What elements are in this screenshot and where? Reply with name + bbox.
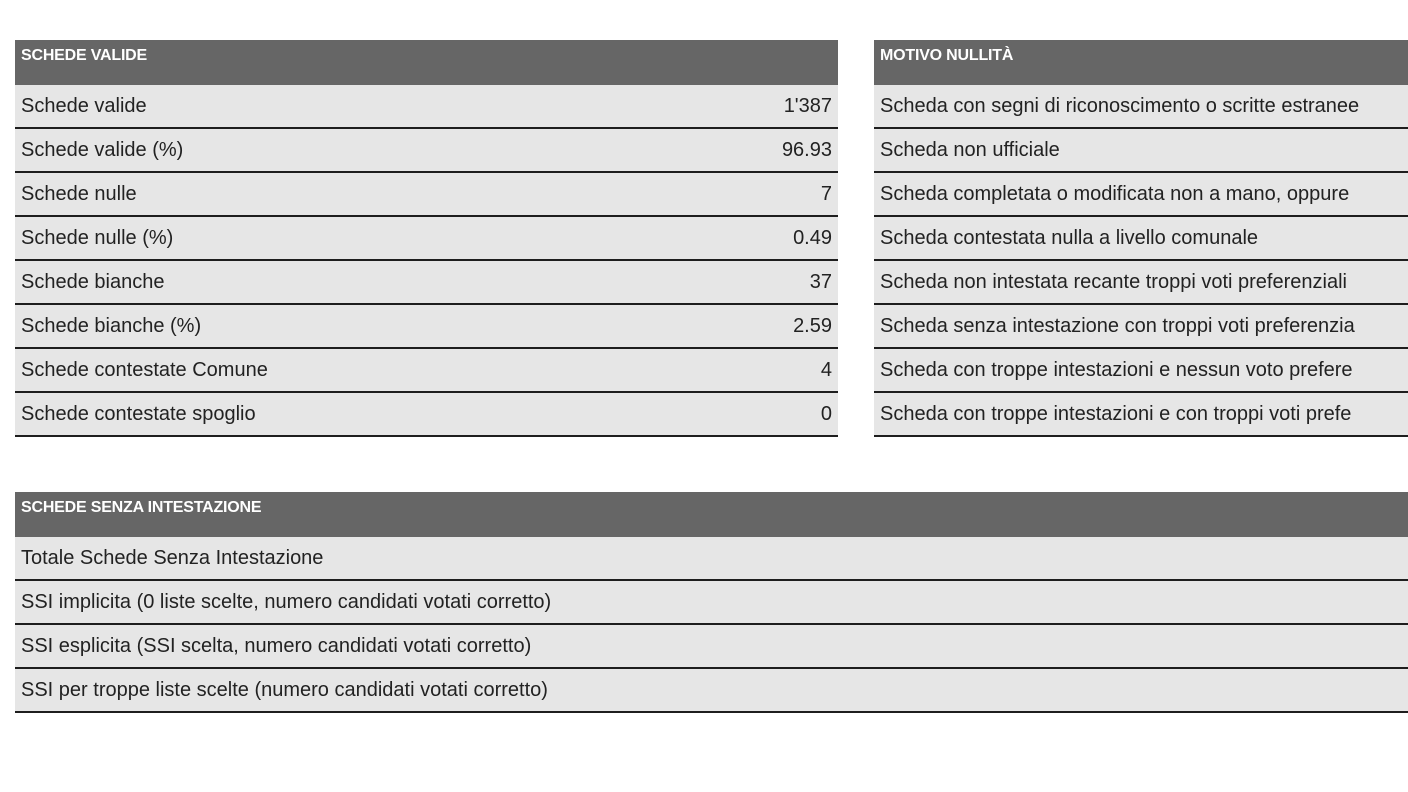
row-label: Scheda completata o modificata non a man… (880, 182, 1350, 205)
table-row: Schede bianche (%) 2.59 (15, 305, 838, 349)
row-label: Schede nulle (%) (21, 226, 174, 249)
table-row: Schede nulle 7 (15, 173, 838, 217)
row-label: Scheda con segni di riconoscimento o scr… (880, 94, 1360, 117)
row-label: SSI implicita (0 liste scelte, numero ca… (21, 590, 552, 613)
row-value: 37 (809, 270, 832, 293)
table-row: Scheda con troppe intestazioni e con tro… (874, 393, 1408, 437)
row-label: Schede contestate spoglio (21, 402, 256, 425)
motivo-nullita-header: MOTIVO NULLITÀ (874, 40, 1408, 85)
row-label: Scheda non ufficiale (880, 138, 1060, 161)
table-row: SSI esplicita (SSI scelta, numero candid… (15, 625, 1408, 669)
row-label: Schede nulle (21, 182, 137, 205)
table-row: Schede valide 1'387 (15, 85, 838, 129)
table-row: Scheda non ufficiale (874, 129, 1408, 173)
row-label: Schede valide (%) (21, 138, 184, 161)
schede-senza-intestazione-header: SCHEDE SENZA INTESTAZIONE (15, 492, 1408, 537)
row-value: 4 (820, 358, 832, 381)
row-label: Scheda non intestata recante troppi voti… (880, 270, 1347, 293)
table-row: Schede valide (%) 96.93 (15, 129, 838, 173)
row-label: SSI esplicita (SSI scelta, numero candid… (21, 634, 532, 657)
row-label: Schede bianche (21, 270, 165, 293)
row-label: Schede valide (21, 94, 147, 117)
table-row: Schede contestate Comune 4 (15, 349, 838, 393)
row-label: Schede bianche (%) (21, 314, 202, 337)
table-row: SSI implicita (0 liste scelte, numero ca… (15, 581, 1408, 625)
row-value: 7 (820, 182, 832, 205)
table-row: Scheda completata o modificata non a man… (874, 173, 1408, 217)
table-row: Schede bianche 37 (15, 261, 838, 305)
row-label: SSI per troppe liste scelte (numero cand… (21, 678, 548, 701)
row-value: 0 (820, 402, 832, 425)
schede-senza-intestazione-table: SCHEDE SENZA INTESTAZIONE Totale Schede … (15, 492, 1408, 713)
table-row: Schede nulle (%) 0.49 (15, 217, 838, 261)
row-label: Scheda senza intestazione con troppi vot… (880, 314, 1355, 337)
row-value: 96.93 (781, 138, 832, 161)
table-row: Scheda con troppe intestazioni e nessun … (874, 349, 1408, 393)
row-label: Totale Schede Senza Intestazione (21, 546, 324, 569)
table-row: Scheda contestata nulla a livello comuna… (874, 217, 1408, 261)
table-row: Totale Schede Senza Intestazione (15, 537, 1408, 581)
motivo-nullita-table: MOTIVO NULLITÀ Scheda con segni di ricon… (874, 40, 1408, 437)
row-value: 1'387 (783, 94, 832, 117)
row-label: Scheda contestata nulla a livello comuna… (880, 226, 1259, 249)
table-row: Schede contestate spoglio 0 (15, 393, 838, 437)
row-label: Scheda con troppe intestazioni e nessun … (880, 358, 1353, 381)
row-value: 2.59 (793, 314, 832, 337)
table-row: Scheda non intestata recante troppi voti… (874, 261, 1408, 305)
table-row: Scheda con segni di riconoscimento o scr… (874, 85, 1408, 129)
row-value: 0.49 (793, 226, 832, 249)
row-label: Scheda con troppe intestazioni e con tro… (880, 402, 1352, 425)
schede-valide-header: SCHEDE VALIDE (15, 40, 838, 85)
table-row: SSI per troppe liste scelte (numero cand… (15, 669, 1408, 713)
row-label: Schede contestate Comune (21, 358, 268, 381)
table-row: Scheda senza intestazione con troppi vot… (874, 305, 1408, 349)
schede-valide-table: SCHEDE VALIDE Schede valide 1'387 Schede… (15, 40, 838, 437)
